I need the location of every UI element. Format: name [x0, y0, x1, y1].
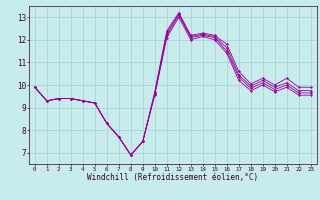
X-axis label: Windchill (Refroidissement éolien,°C): Windchill (Refroidissement éolien,°C)	[87, 173, 258, 182]
